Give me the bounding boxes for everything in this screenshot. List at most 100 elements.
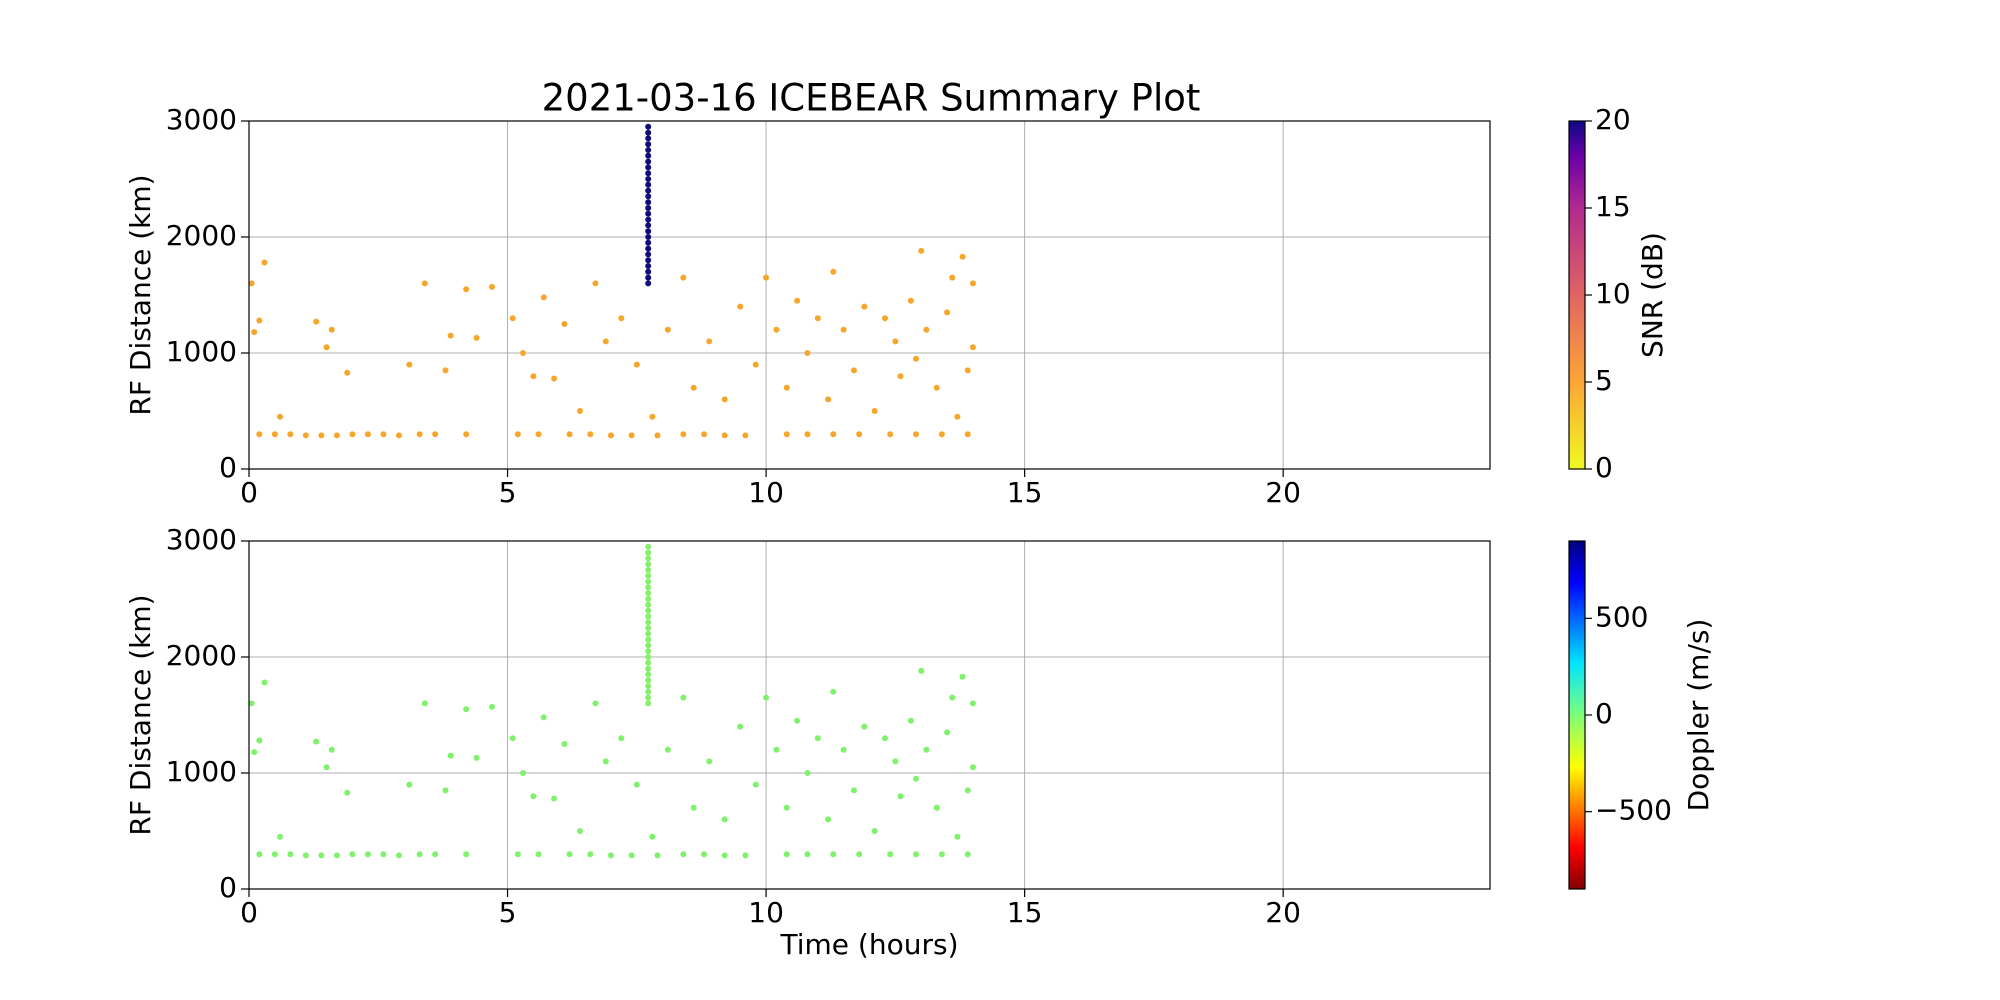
data-point (913, 851, 920, 858)
data-point (913, 431, 920, 438)
data-point (706, 758, 713, 765)
data-point (804, 350, 811, 356)
data-point (856, 851, 863, 858)
data-point (969, 700, 976, 707)
data-point (248, 280, 255, 287)
x-tick-label: 5 (499, 896, 517, 929)
y-tick-label: 3000 (166, 103, 237, 136)
data-point (442, 367, 449, 374)
data-point (897, 793, 904, 800)
data-point (856, 431, 863, 438)
data-point (645, 147, 652, 153)
data-point (576, 828, 583, 834)
data-point (530, 793, 537, 800)
colorbar-tick-label: 500 (1595, 600, 1648, 633)
data-point (892, 758, 899, 765)
data-point (721, 816, 728, 823)
data-point (328, 326, 335, 333)
data-point (918, 247, 925, 254)
data-point (447, 332, 454, 339)
data-point (645, 642, 652, 649)
data-point (959, 673, 966, 680)
data-point (706, 338, 713, 345)
data-point (645, 549, 652, 556)
data-point (256, 431, 263, 438)
data-point (918, 667, 925, 674)
data-point (783, 431, 790, 438)
axes-frame (248, 540, 1491, 890)
data-point (416, 851, 423, 858)
data-point (566, 431, 573, 438)
data-point (514, 851, 521, 858)
data-point (645, 601, 652, 608)
data-point (783, 384, 790, 391)
data-point (783, 804, 790, 811)
data-point (566, 851, 573, 858)
x-tick-label: 0 (240, 896, 258, 929)
data-point (287, 851, 294, 858)
data-point (645, 596, 652, 602)
data-point (645, 572, 652, 579)
data-point (313, 318, 320, 325)
data-point (645, 584, 652, 591)
data-point (742, 852, 749, 859)
data-point (271, 851, 278, 858)
data-point (701, 431, 708, 438)
data-point (576, 408, 583, 414)
data-point (649, 413, 656, 420)
colorbar-tick-label: 0 (1595, 451, 1613, 484)
data-point (645, 280, 652, 287)
data-point (783, 851, 790, 858)
data-point (645, 630, 652, 637)
data-point (794, 717, 801, 724)
data-point (645, 205, 652, 211)
data-point (645, 176, 652, 182)
data-point (897, 373, 904, 380)
data-point (633, 781, 640, 788)
colorbar-tick-label: 20 (1595, 103, 1631, 136)
data-point (302, 432, 309, 439)
colorbar-label: SNR (dB) (1636, 232, 1669, 358)
data-point (923, 746, 930, 753)
data-point (395, 432, 402, 439)
data-point (551, 375, 558, 382)
data-point (882, 735, 889, 742)
data-point (645, 688, 652, 695)
data-point (530, 373, 537, 380)
data-point (364, 431, 371, 438)
data-point (804, 851, 811, 858)
data-point (763, 694, 770, 701)
data-point (628, 432, 635, 439)
data-point (509, 315, 516, 322)
data-point (432, 851, 439, 858)
data-point (256, 737, 263, 744)
y-tick-label: 0 (219, 871, 237, 904)
x-tick-label: 5 (499, 476, 517, 509)
data-point (607, 852, 614, 859)
data-point (277, 413, 284, 420)
data-point (645, 251, 652, 258)
x-tick-label: 10 (748, 896, 784, 929)
colorbar (1568, 540, 1586, 890)
data-point (645, 141, 652, 148)
data-point (645, 677, 652, 684)
data-point (850, 787, 857, 794)
data-point (654, 852, 661, 859)
data-point (618, 735, 625, 742)
data-point (645, 257, 652, 264)
data-point (645, 245, 652, 252)
data-point (763, 274, 770, 281)
data-point (773, 326, 780, 333)
data-point (602, 758, 609, 765)
data-point (463, 851, 470, 858)
data-point (825, 816, 832, 823)
data-point (645, 164, 652, 171)
data-point (645, 700, 652, 707)
data-point (602, 338, 609, 345)
data-point (938, 851, 945, 858)
data-point (540, 294, 547, 301)
data-point (645, 543, 652, 550)
data-point (645, 216, 652, 223)
data-point (882, 315, 889, 322)
